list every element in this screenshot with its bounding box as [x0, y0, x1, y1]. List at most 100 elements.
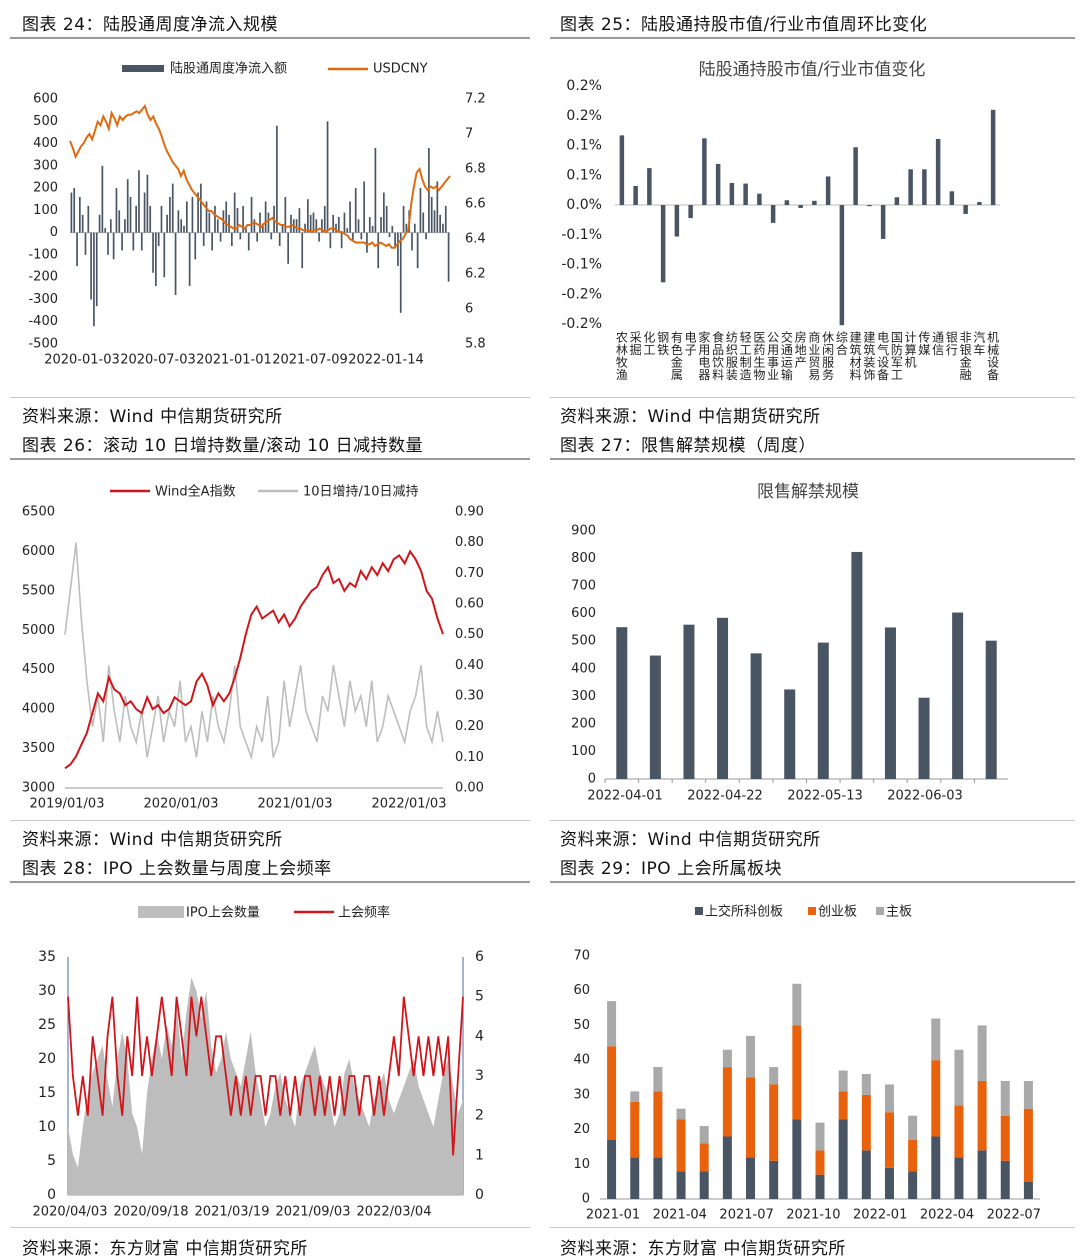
- legend-label: 主板: [886, 905, 912, 920]
- stacked-segment: [954, 1105, 964, 1158]
- chart-title: 陆股通持股市值/行业市值变化: [699, 60, 926, 80]
- category-label: 产: [795, 356, 807, 370]
- y-tick-label: 0.2%: [566, 78, 602, 94]
- bar: [315, 219, 318, 233]
- y2-tick-label: 1: [475, 1147, 484, 1163]
- y2-tick-label: 6: [465, 302, 473, 317]
- category-label: 银: [946, 331, 958, 345]
- bar: [121, 232, 123, 251]
- category-label: 农: [616, 331, 628, 345]
- category-label: 料: [712, 368, 724, 382]
- y-tick-label: 600: [571, 606, 596, 621]
- category-label: 备: [877, 368, 889, 382]
- bar: [388, 232, 391, 238]
- stacked-segment: [1000, 1115, 1010, 1161]
- stacked-segment: [769, 1084, 779, 1161]
- category-label: 计: [905, 331, 917, 345]
- y-tick-label: 600: [33, 92, 58, 107]
- category-label: 行: [946, 343, 958, 357]
- bar: [405, 223, 408, 233]
- stacked-segment: [977, 1150, 987, 1199]
- bar: [383, 192, 385, 233]
- bar: [349, 201, 351, 233]
- chart24-header-rule: [10, 37, 530, 39]
- bar: [985, 640, 997, 779]
- bar: [949, 191, 955, 205]
- stacked-segment: [607, 1001, 617, 1047]
- bar: [647, 168, 652, 205]
- bar: [674, 205, 680, 237]
- bar: [318, 232, 320, 242]
- bar: [200, 183, 202, 233]
- stacked-segment: [746, 1157, 756, 1199]
- bar: [163, 232, 166, 278]
- bar: [205, 201, 208, 233]
- stacked-segment: [838, 1070, 848, 1092]
- category-label: 机: [987, 331, 999, 345]
- chart25-caption: 图表 25：陆股通持股市值/行业市值周环比变化: [560, 15, 928, 35]
- bar: [185, 201, 188, 233]
- category-label: 采: [630, 331, 642, 345]
- bar: [219, 232, 222, 242]
- category-label: 纺: [726, 331, 738, 345]
- bar: [301, 232, 304, 269]
- bar: [363, 181, 365, 233]
- stacked-segment: [931, 1018, 941, 1061]
- stacked-segment: [884, 1112, 894, 1168]
- category-label: 属: [671, 368, 683, 382]
- y-tick-label: 6000: [22, 544, 55, 559]
- y-tick-label: 300: [571, 689, 596, 704]
- legend-label-freq: 上会频率: [338, 905, 390, 921]
- bar: [140, 232, 143, 251]
- bar: [107, 232, 109, 255]
- category-label: 设: [987, 356, 999, 370]
- bar: [281, 225, 284, 233]
- chart28-footer-rule: [10, 1227, 530, 1228]
- stacked-segment: [676, 1108, 686, 1120]
- category-label: 渔: [616, 368, 628, 382]
- x-tick-label: 2021-07: [719, 1208, 773, 1223]
- y2-tick-label: 6.2: [465, 267, 486, 282]
- bar: [884, 627, 896, 779]
- category-label: 生: [753, 356, 765, 370]
- stacked-segment: [1023, 1108, 1033, 1182]
- chart25-source: 资料来源：Wind 中信期货研究所: [560, 407, 821, 427]
- legend-swatch-flow: [122, 65, 164, 72]
- bar: [214, 205, 216, 233]
- bar: [253, 219, 256, 233]
- y-tick-label: 6500: [22, 505, 55, 520]
- y-tick-label: 5500: [22, 583, 55, 598]
- y-tick-label: -0.1%: [561, 227, 602, 243]
- bar: [93, 232, 95, 327]
- bar: [399, 232, 402, 313]
- category-label: 气: [877, 342, 889, 357]
- category-label: 交: [781, 330, 793, 345]
- bar: [430, 197, 433, 233]
- bar: [908, 169, 913, 205]
- category-label: 工: [740, 343, 752, 357]
- category-label: 车: [973, 342, 985, 357]
- bar: [380, 217, 382, 233]
- bar: [337, 217, 340, 233]
- bar: [729, 182, 735, 205]
- y-tick-label: -400: [28, 314, 58, 329]
- chart26-svg: Wind全A指数 10日增持/10日减持 6500 6000 5500 5000 4500 4…: [22, 484, 484, 812]
- category-label: 综: [836, 331, 848, 345]
- bar: [366, 232, 368, 253]
- y-tick-label: 0: [588, 772, 596, 787]
- x-tick-label: 2022/01/03: [372, 797, 447, 812]
- category-label: 服: [822, 356, 834, 370]
- bar: [208, 212, 211, 233]
- category-label: 织: [726, 343, 738, 357]
- stacked-segment: [1000, 1160, 1010, 1199]
- y2-tick-label: 3: [475, 1068, 484, 1084]
- category-label: 运: [781, 356, 793, 370]
- bar: [307, 199, 309, 233]
- stacked-segment: [954, 1049, 964, 1106]
- x-tick-label: 2021-04: [653, 1208, 707, 1223]
- stacked-segment: [908, 1115, 918, 1140]
- stacked-segment: [699, 1171, 709, 1199]
- legend-swatch: [808, 907, 816, 915]
- bar: [329, 232, 332, 249]
- stacked-segment: [908, 1171, 918, 1199]
